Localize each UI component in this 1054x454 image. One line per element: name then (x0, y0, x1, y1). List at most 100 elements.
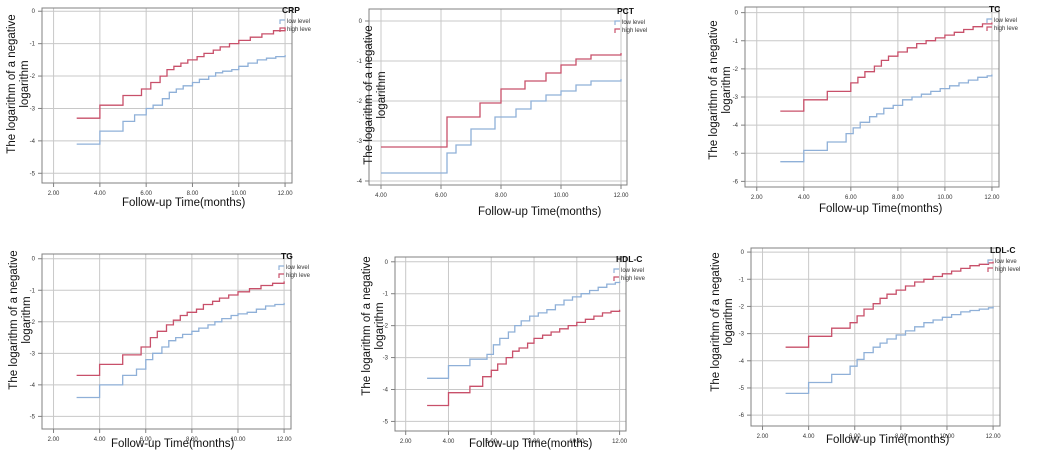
y-axis-label-line1: The logarithm of a negative (6, 14, 18, 154)
y-tick-label: -3 (383, 356, 389, 362)
chart-tg: 0 -1 -2 -3 -4 -5 2.00 4.00 6.00 8.00 10.00 12.00 TG l… (30, 251, 311, 443)
x-tick-label: 4.00 (94, 191, 106, 197)
series-low-level (780, 74, 993, 163)
y-tick-label: 0 (359, 19, 363, 25)
y-tick-label: -4 (383, 387, 389, 393)
legend-label: low level (622, 20, 645, 26)
legend-label: high leve (286, 273, 311, 279)
series-low-level (381, 79, 622, 174)
x-tick-label: 6.00 (140, 191, 152, 197)
y-tick-label: -3 (357, 139, 363, 145)
series-high-level (76, 281, 285, 377)
series-high-level (427, 309, 621, 407)
y-tick-label: -4 (357, 179, 363, 185)
series-high-level (785, 261, 994, 348)
y-axis-label: The logarithm of a negative logarithm (6, 0, 32, 169)
chart-panel-hdl-c: 0 -1 -2 -3 -4 -5 2.00 4.00 6.00 8.00 10.00 12.00 HDL… (351, 227, 702, 454)
x-tick-label: 4.00 (375, 193, 387, 199)
y-axis-label-line2: logarithm (721, 66, 733, 114)
chart-pct: 0 -1 -2 -3 -4 4.00 6.00 8.00 10.00 12.00 PCT low le… (357, 6, 648, 199)
x-tick-label: 6.00 (140, 437, 152, 443)
legend-swatch (278, 273, 284, 278)
y-tick-label: 0 (735, 11, 739, 17)
x-tick-label: 6.00 (849, 434, 861, 440)
y-axis-label-line2: logarithm (374, 302, 386, 350)
legend-swatch (986, 18, 992, 23)
chart-panel-pct: 0 -1 -2 -3 -4 4.00 6.00 8.00 10.00 12.00 PCT low le… (351, 0, 702, 227)
chart-title: CRP (282, 5, 300, 15)
legend-swatch (279, 19, 285, 24)
y-tick-label: 0 (385, 260, 389, 266)
y-tick-label: -5 (733, 151, 739, 157)
x-axis-label: Follow-up Time(months) (469, 438, 593, 450)
y-tick-label: -1 (733, 39, 739, 45)
x-tick-label: 2.00 (751, 195, 763, 201)
legend-label: high leve (994, 26, 1019, 32)
y-axis-label-line1: The logarithm of a negative (363, 25, 375, 165)
plot-frame (41, 7, 293, 184)
x-tick-label: 8.00 (187, 191, 199, 197)
x-tick-label: 4.00 (798, 195, 810, 201)
x-axis-label: Follow-up Time(months) (122, 197, 246, 209)
y-tick-label: 0 (32, 9, 36, 15)
x-tick-label: 10.00 (553, 193, 569, 199)
y-axis-label: The logarithm of a negative logarithm (708, 5, 734, 175)
x-tick-label: 6.00 (485, 439, 497, 445)
y-axis-label-line2: logarithm (723, 298, 735, 346)
y-axis-label-line2: logarithm (21, 296, 33, 344)
legend-swatch (279, 27, 285, 32)
y-tick-label: -2 (383, 324, 389, 330)
legend-label: high level (622, 28, 647, 34)
y-tick-label: -1 (30, 42, 36, 48)
chart-tc: 0 -1 -2 -3 -4 -5 -6 2.00 4.00 6.00 8.00 10.00 12.00 T… (733, 4, 1019, 201)
x-tick-label: 2.00 (48, 191, 60, 197)
x-tick-label: 8.00 (892, 195, 904, 201)
x-tick-label: 8.00 (528, 439, 540, 445)
y-tick-label: -3 (733, 95, 739, 101)
legend-label: low level (287, 19, 310, 25)
y-tick-label: -5 (739, 386, 745, 392)
legend-label: high leve (287, 27, 312, 33)
x-tick-label: 6.00 (435, 193, 447, 199)
chart-panel-tc: 0 -1 -2 -3 -4 -5 -6 2.00 4.00 6.00 8.00 10.00 12.00 T… (702, 0, 1053, 227)
x-tick-label: 12.00 (984, 195, 1000, 201)
y-tick-label: -1 (357, 59, 363, 65)
y-tick-label: -2 (357, 99, 363, 105)
legend-swatch (613, 268, 619, 273)
x-tick-label: 4.00 (803, 434, 815, 440)
x-tick-label: 10.00 (937, 195, 953, 201)
y-axis-label: The logarithm of a negative logarithm (361, 241, 387, 411)
y-tick-label: -1 (30, 288, 36, 294)
legend-label: low level (286, 265, 309, 271)
plot-frame (368, 8, 628, 186)
chart-title: HDL-C (616, 254, 642, 264)
y-axis-label: The logarithm of a negative logarithm (8, 235, 34, 405)
chart-title: TG (281, 251, 293, 261)
y-axis-label-line1: The logarithm of a negative (710, 252, 722, 392)
y-tick-label: -5 (383, 419, 389, 425)
x-tick-label: 10.00 (231, 191, 247, 197)
y-tick-label: -5 (30, 171, 36, 177)
y-tick-label: -2 (739, 304, 745, 310)
x-tick-label: 4.00 (443, 439, 455, 445)
x-tick-label: 12.00 (612, 439, 628, 445)
legend-swatch (987, 259, 993, 264)
chart-panel-tg: 0 -1 -2 -3 -4 -5 2.00 4.00 6.00 8.00 10.00 12.00 TG l… (0, 227, 351, 454)
y-axis-label-line2: logarithm (376, 71, 388, 119)
legend-swatch (614, 28, 620, 33)
x-tick-label: 10.00 (939, 434, 955, 440)
chart-title: PCT (617, 6, 635, 16)
legend-swatch (613, 276, 619, 281)
x-axis-label: Follow-up Time(months) (826, 434, 950, 446)
y-tick-label: -1 (383, 292, 389, 298)
legend-swatch (986, 26, 992, 31)
x-tick-label: 8.00 (895, 434, 907, 440)
x-tick-label: 2.00 (48, 437, 60, 443)
legend-label: high level (995, 267, 1020, 273)
y-tick-label: -2 (30, 320, 36, 326)
legend-label: high leve (621, 276, 646, 282)
y-tick-label: -3 (30, 106, 36, 112)
x-tick-label: 10.00 (569, 439, 585, 445)
chart-panel-ldl-c: 0 -1 -2 -3 -4 -5 -6 2.00 4.00 6.00 8.00 10.00 12.00 L… (702, 227, 1053, 454)
chart-crp: 0 -1 -2 -3 -4 -5 2.00 4.00 6.00 8.00 10.00 12.00 CRP… (30, 5, 312, 197)
